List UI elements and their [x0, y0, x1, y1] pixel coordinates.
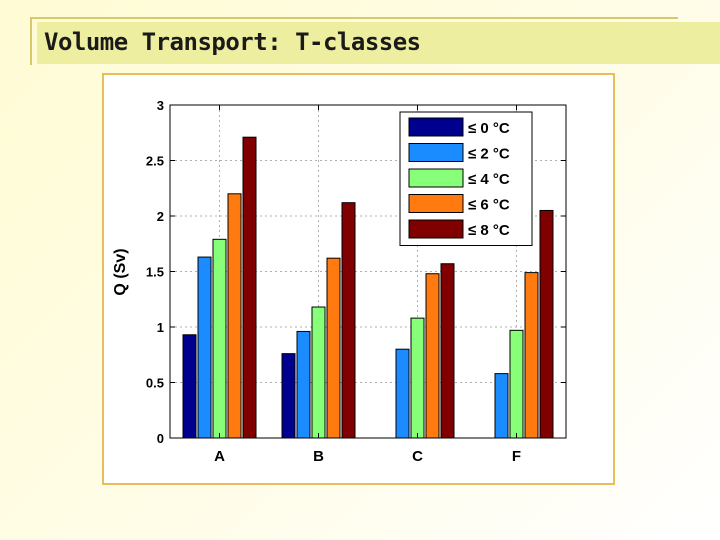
legend-label: ≤ 4 °C: [468, 171, 510, 188]
bar: [182, 334, 197, 439]
bar: [311, 306, 326, 439]
legend-label: ≤ 0 °C: [468, 120, 510, 137]
title-background: [37, 22, 720, 64]
legend-swatch: [408, 219, 464, 239]
x-tick-label: A: [214, 448, 225, 465]
legend-swatch: [408, 117, 464, 137]
x-tick-label: B: [313, 448, 324, 465]
bar: [281, 353, 296, 439]
bar: [341, 202, 356, 439]
bar: [212, 238, 227, 439]
bar: [539, 209, 554, 439]
y-tick-label: 2: [157, 209, 164, 224]
bar: [440, 263, 455, 439]
y-tick-label: 1.5: [146, 265, 164, 280]
bar: [296, 330, 311, 439]
legend-swatch: [408, 168, 464, 188]
bar: [242, 136, 257, 439]
bar: [227, 193, 242, 439]
y-tick-label: 0: [157, 431, 164, 446]
ticks-layer: 0 0.5 1 1.5 2 2.5 3 A B C F: [146, 98, 566, 465]
y-axis-label: Q (Sv): [112, 248, 129, 295]
legend-label: ≤ 2 °C: [468, 146, 510, 163]
bar: [326, 257, 341, 439]
x-tick-label: F: [512, 448, 521, 465]
x-tick-label: C: [412, 448, 423, 465]
legend-label: ≤ 6 °C: [468, 197, 510, 214]
legend-label: ≤ 8 °C: [468, 222, 510, 239]
title-frame: [30, 17, 678, 65]
y-tick-label: 1: [157, 320, 164, 335]
bar: [425, 273, 440, 439]
bar: [509, 329, 524, 439]
bar: [524, 272, 539, 439]
slide-title: Volume Transport: T-classes: [44, 28, 421, 56]
legend-swatch: [408, 143, 464, 162]
legend-swatch: [408, 194, 464, 213]
y-tick-label: 2.5: [146, 154, 164, 169]
bar: [494, 373, 509, 439]
legend: ≤ 0 °C ≤ 2 °C ≤ 4 °C ≤ 6 °C ≤ 8 °C: [399, 111, 533, 246]
y-tick-label: 3: [157, 98, 164, 113]
bar: [197, 256, 212, 439]
y-tick-label: 0.5: [146, 376, 164, 391]
bar: [395, 348, 410, 439]
bar: [410, 317, 425, 439]
